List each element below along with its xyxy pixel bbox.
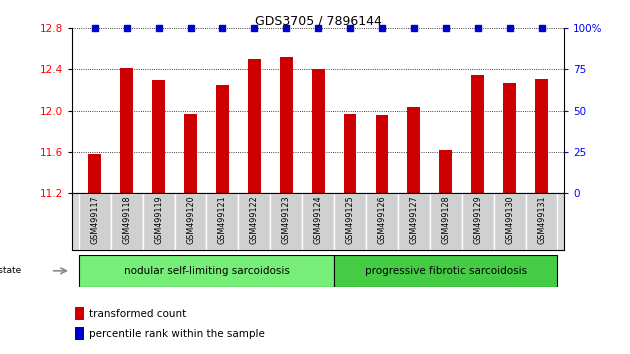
Bar bbox=[312, 69, 324, 193]
Bar bbox=[462, 193, 494, 250]
Text: nodular self-limiting sarcoidosis: nodular self-limiting sarcoidosis bbox=[123, 266, 289, 276]
Bar bbox=[334, 255, 558, 287]
Bar bbox=[76, 307, 84, 320]
Bar bbox=[79, 255, 334, 287]
Bar bbox=[280, 57, 292, 193]
Bar bbox=[334, 193, 366, 250]
Bar bbox=[207, 193, 238, 250]
Bar bbox=[471, 75, 484, 193]
Bar bbox=[142, 193, 175, 250]
Bar bbox=[76, 327, 84, 340]
Bar bbox=[398, 193, 430, 250]
Text: GSM499130: GSM499130 bbox=[505, 196, 514, 244]
Text: disease state: disease state bbox=[0, 266, 21, 275]
Bar bbox=[238, 193, 270, 250]
Bar bbox=[494, 193, 525, 250]
Bar bbox=[525, 193, 558, 250]
Bar bbox=[111, 193, 142, 250]
Bar bbox=[344, 114, 357, 193]
Bar bbox=[430, 193, 462, 250]
Bar bbox=[248, 59, 261, 193]
Bar bbox=[302, 193, 334, 250]
Text: GSM499117: GSM499117 bbox=[90, 196, 100, 244]
Text: GSM499119: GSM499119 bbox=[154, 196, 163, 244]
Title: GDS3705 / 7896144: GDS3705 / 7896144 bbox=[255, 14, 382, 27]
Text: GSM499121: GSM499121 bbox=[218, 196, 227, 244]
Text: GSM499124: GSM499124 bbox=[314, 196, 323, 244]
Bar bbox=[503, 83, 516, 193]
Bar bbox=[88, 154, 101, 193]
Text: GSM499129: GSM499129 bbox=[473, 196, 482, 245]
Bar bbox=[270, 193, 302, 250]
Text: GSM499118: GSM499118 bbox=[122, 196, 131, 244]
Bar bbox=[216, 85, 229, 193]
Bar bbox=[408, 107, 420, 193]
Bar bbox=[152, 80, 165, 193]
Text: GSM499126: GSM499126 bbox=[377, 196, 386, 244]
Bar bbox=[184, 114, 197, 193]
Bar bbox=[175, 193, 207, 250]
Bar bbox=[79, 193, 111, 250]
Bar bbox=[366, 193, 398, 250]
Text: GSM499122: GSM499122 bbox=[250, 196, 259, 245]
Text: GSM499123: GSM499123 bbox=[282, 196, 290, 244]
Text: transformed count: transformed count bbox=[89, 309, 186, 319]
Text: GSM499131: GSM499131 bbox=[537, 196, 546, 244]
Text: progressive fibrotic sarcoidosis: progressive fibrotic sarcoidosis bbox=[365, 266, 527, 276]
Text: GSM499128: GSM499128 bbox=[441, 196, 450, 244]
Bar bbox=[120, 68, 133, 193]
Text: GSM499125: GSM499125 bbox=[346, 196, 355, 245]
Text: GSM499127: GSM499127 bbox=[410, 196, 418, 245]
Text: GSM499120: GSM499120 bbox=[186, 196, 195, 244]
Bar bbox=[375, 115, 388, 193]
Bar bbox=[535, 79, 548, 193]
Bar bbox=[439, 150, 452, 193]
Text: percentile rank within the sample: percentile rank within the sample bbox=[89, 329, 265, 338]
